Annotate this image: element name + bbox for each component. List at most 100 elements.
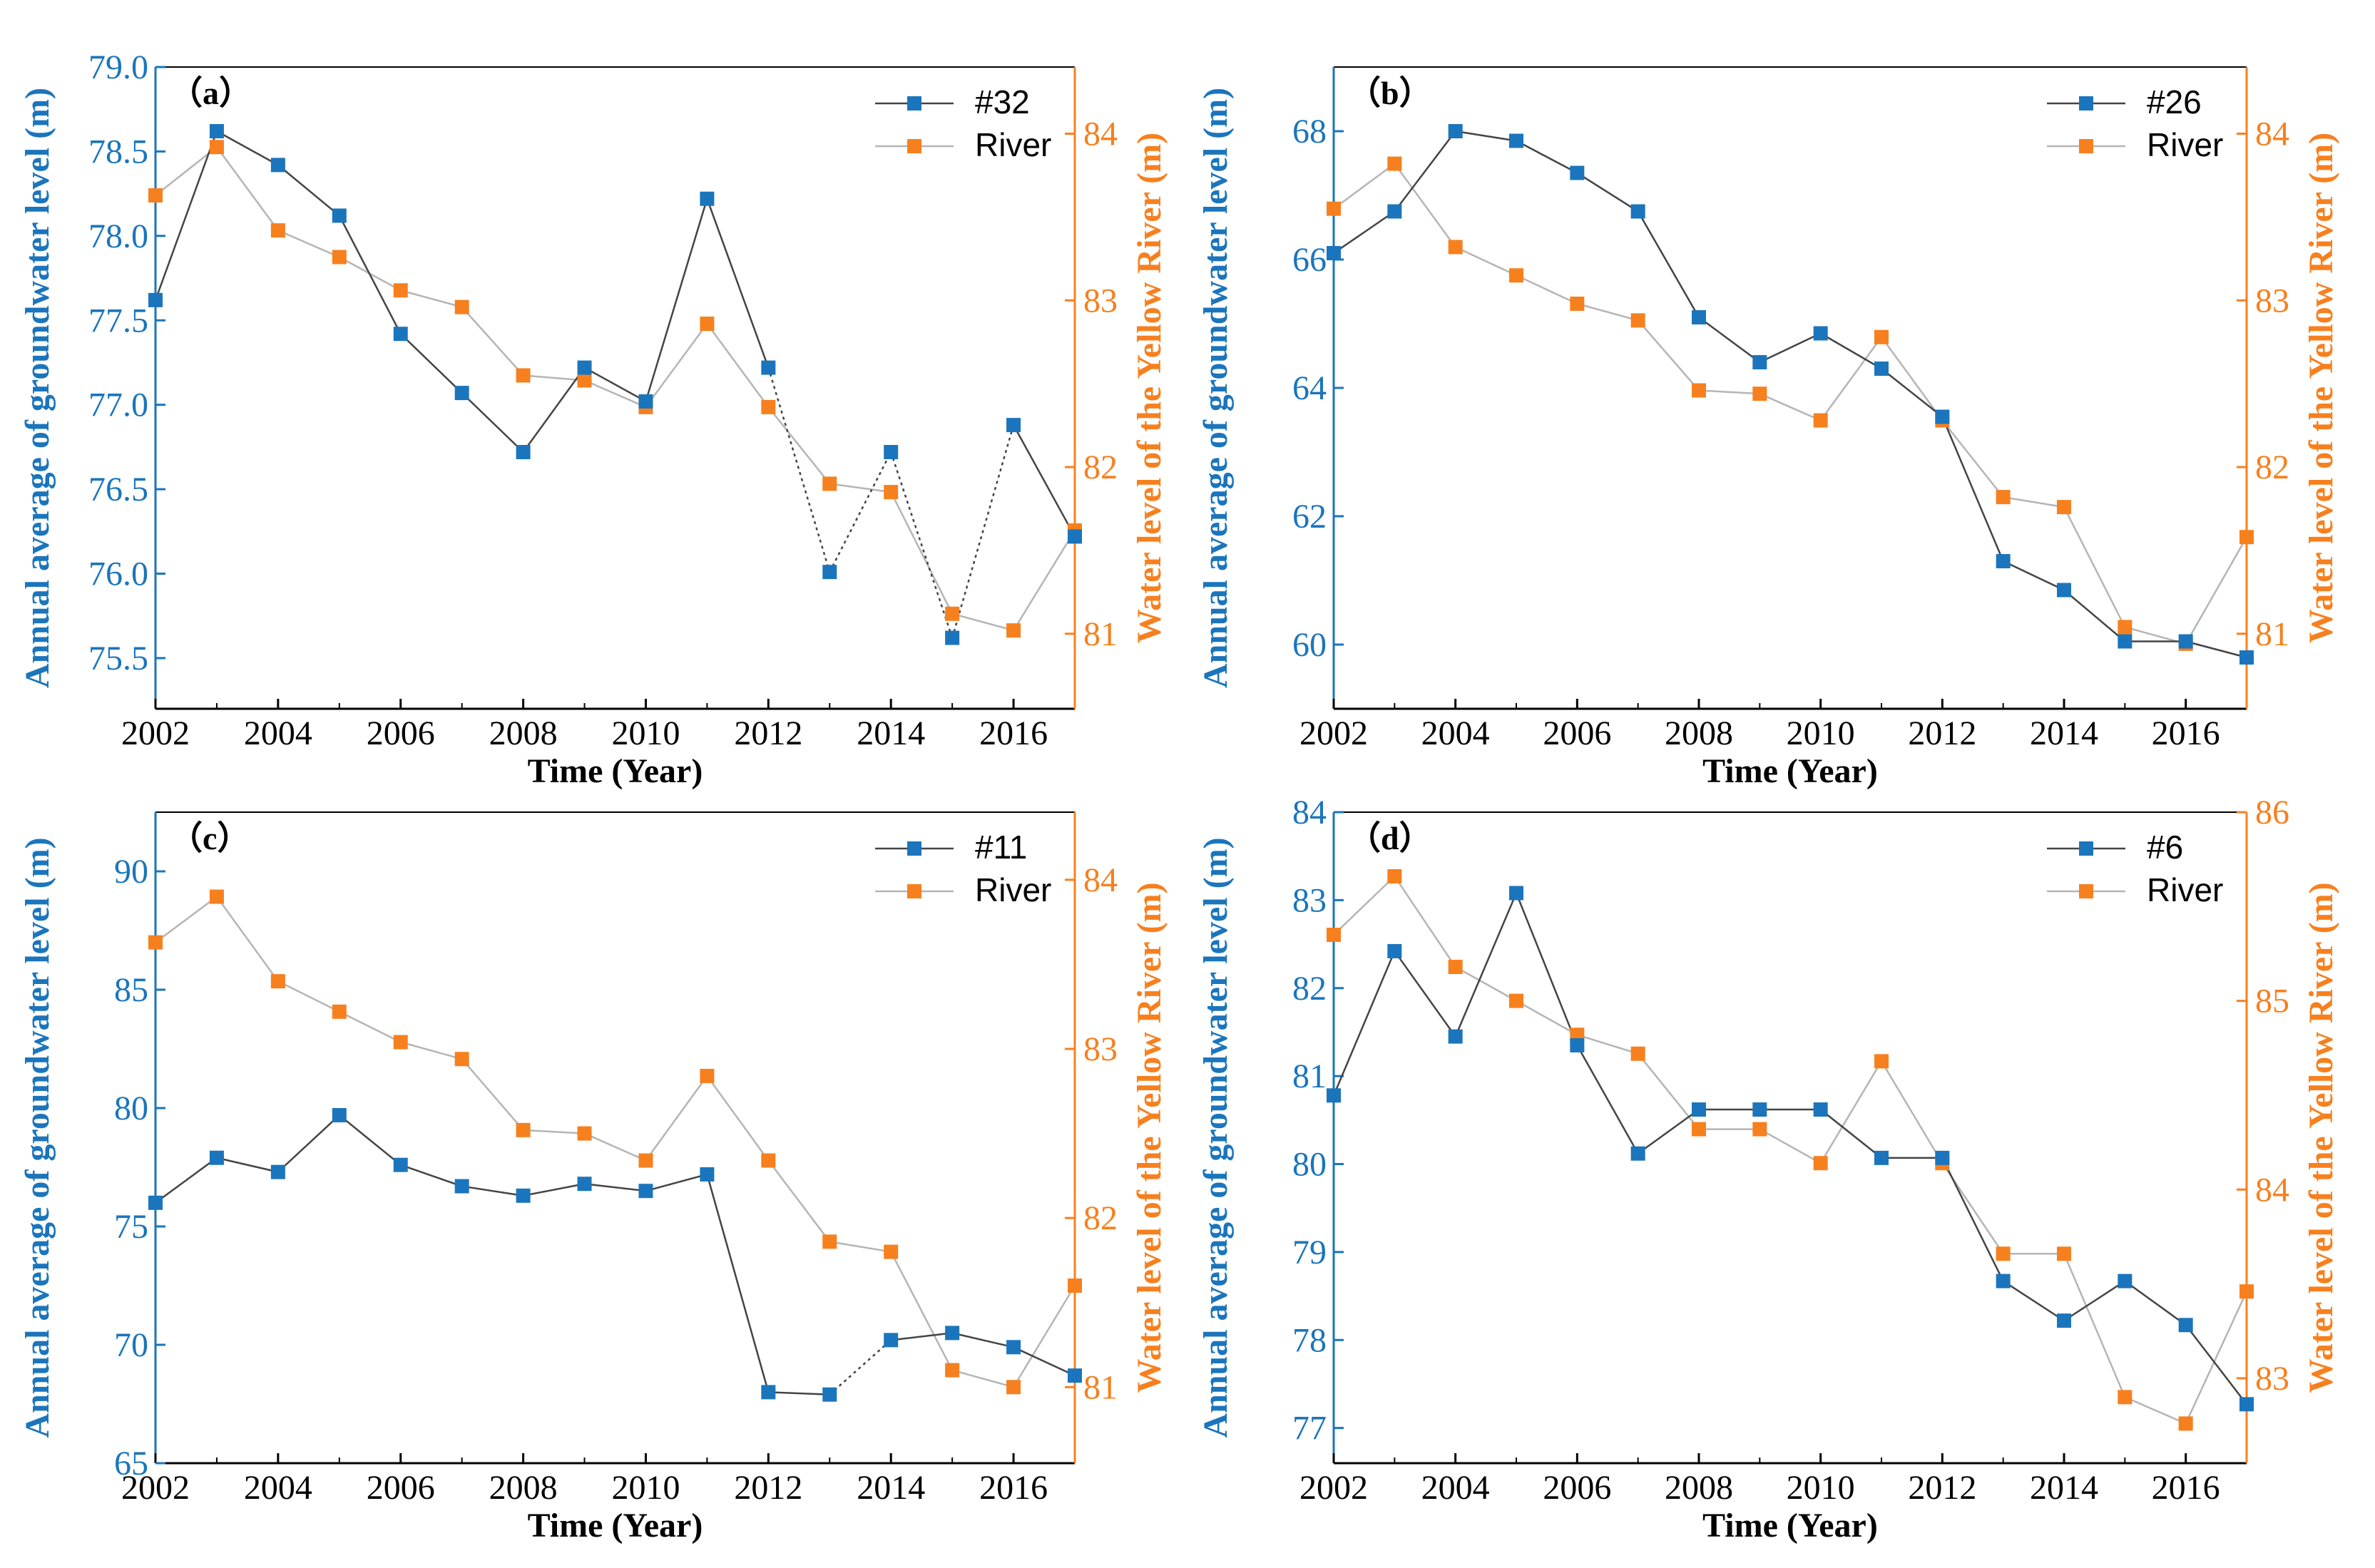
- x-tick-label: 2002: [121, 1469, 190, 1507]
- river-point: [1509, 268, 1523, 283]
- well-point: [945, 1326, 960, 1341]
- river-line-segment: [1819, 1060, 1883, 1164]
- x-tick-label: 2010: [1787, 1469, 1855, 1507]
- well-point: [1630, 1146, 1645, 1161]
- well-point: [1996, 554, 2011, 568]
- river-point: [761, 399, 776, 414]
- river-point: [1630, 313, 1645, 328]
- river-point: [209, 140, 224, 155]
- right-y-tick-label: 83: [1083, 282, 1118, 319]
- river-point: [822, 1234, 837, 1249]
- well-point: [700, 1167, 715, 1182]
- x-tick-label: 2014: [857, 714, 925, 752]
- river-point: [884, 485, 899, 500]
- left-y-tick-label: 83: [1292, 881, 1327, 919]
- river-line-segment: [2063, 506, 2126, 628]
- well-line-segment: [1454, 893, 1518, 1037]
- river-point: [516, 368, 531, 383]
- well-line-segment: [2124, 1280, 2187, 1326]
- well-line-segment: [645, 198, 708, 402]
- river-line-segment: [951, 1369, 1014, 1388]
- well-point: [2239, 650, 2254, 665]
- left-y-tick-label: 75: [114, 1208, 148, 1246]
- right-y-tick-label: 81: [2255, 615, 2289, 653]
- left-y-tick-label: 84: [1292, 794, 1327, 831]
- river-line-segment: [1394, 876, 1456, 968]
- well-line-segment: [2063, 1280, 2126, 1322]
- river-line-segment: [1819, 336, 1883, 421]
- well-point: [454, 1179, 469, 1194]
- well-point: [822, 1387, 837, 1402]
- right-y-tick-label: 81: [1083, 1368, 1118, 1406]
- well-point: [1448, 124, 1463, 138]
- well-line-segment: [1333, 210, 1396, 255]
- well-line-segment: [1012, 424, 1076, 538]
- well-line-segment: [461, 1185, 523, 1197]
- river-line-segment: [1333, 876, 1396, 936]
- well-point: [1813, 1102, 1828, 1117]
- river-line-segment: [1013, 530, 1076, 631]
- well-line-segment: [583, 367, 647, 403]
- river-line-segment: [215, 146, 279, 231]
- well-point: [1813, 326, 1828, 341]
- panel-a: 2002 2004 2006 2008 2010 2012 2014 2016 75.5 76.0…: [19, 48, 1168, 790]
- left-y-tick-label: 77: [1292, 1410, 1327, 1447]
- river-point: [1006, 1380, 1021, 1395]
- river-line-segment: [706, 1075, 770, 1162]
- well-line-segment: [1515, 893, 1578, 1046]
- x-tick-label: 2002: [1299, 714, 1368, 752]
- river-point: [1874, 1054, 1889, 1069]
- left-y-tick-label: 90: [114, 853, 148, 891]
- right-y-tick-label: 83: [1083, 1030, 1118, 1068]
- river-line-segment: [2185, 536, 2248, 645]
- legend-well-marker: [907, 96, 921, 111]
- river-line-segment: [2185, 1291, 2248, 1424]
- river-point: [270, 974, 285, 989]
- river-line-segment: [1576, 1034, 1639, 1055]
- river-line-segment: [584, 379, 646, 409]
- river-point: [1874, 329, 1889, 344]
- left-y-tick-label: 76.0: [88, 555, 148, 593]
- river-point: [1327, 928, 1341, 943]
- left-y-tick-label: 78: [1292, 1321, 1327, 1359]
- well-point: [1448, 1029, 1463, 1044]
- well-point: [638, 394, 653, 409]
- well-point: [2118, 634, 2133, 649]
- right-y-axis-title: Water level of the Yellow River (m): [2302, 133, 2340, 643]
- well-line-segment: [829, 451, 892, 573]
- river-line-segment: [1880, 336, 1944, 421]
- legend-well-label: #11: [975, 829, 1027, 866]
- river-line-segment: [1516, 1000, 1578, 1036]
- river-point: [516, 1122, 531, 1137]
- river-point: [700, 317, 715, 331]
- right-y-tick-label: 84: [2255, 1171, 2289, 1209]
- river-line-segment: [829, 1241, 892, 1253]
- right-y-tick-label: 82: [2255, 449, 2289, 486]
- river-line-segment: [400, 289, 462, 308]
- river-point: [270, 223, 285, 238]
- river-line-segment: [2063, 1253, 2126, 1398]
- river-line-segment: [400, 1041, 462, 1060]
- river-line-segment: [645, 1075, 708, 1162]
- river-line-segment: [829, 483, 892, 493]
- river-line-segment: [2003, 496, 2065, 508]
- well-point: [2239, 1397, 2254, 1412]
- legend-well-label: #32: [975, 83, 1030, 121]
- well-point: [1874, 362, 1889, 376]
- river-point: [945, 606, 960, 621]
- x-tick-label: 2010: [611, 1469, 680, 1507]
- panel-d: 2002 2004 2006 2008 2010 2012 2014 2016 77 78 79 80…: [1197, 794, 2340, 1544]
- river-line-segment: [767, 1159, 831, 1243]
- left-y-tick-label: 77.0: [88, 386, 148, 424]
- well-line-segment: [277, 1114, 340, 1173]
- left-y-tick-label: 65: [114, 1445, 148, 1482]
- well-line-segment: [523, 1183, 585, 1197]
- well-line-segment: [461, 392, 524, 453]
- left-y-tick-label: 60: [1292, 626, 1327, 664]
- well-point: [884, 1333, 899, 1348]
- panel-label: （d）: [1348, 820, 1432, 856]
- well-line-segment: [1516, 140, 1578, 174]
- river-line-segment: [277, 229, 340, 258]
- river-point: [1509, 993, 1523, 1008]
